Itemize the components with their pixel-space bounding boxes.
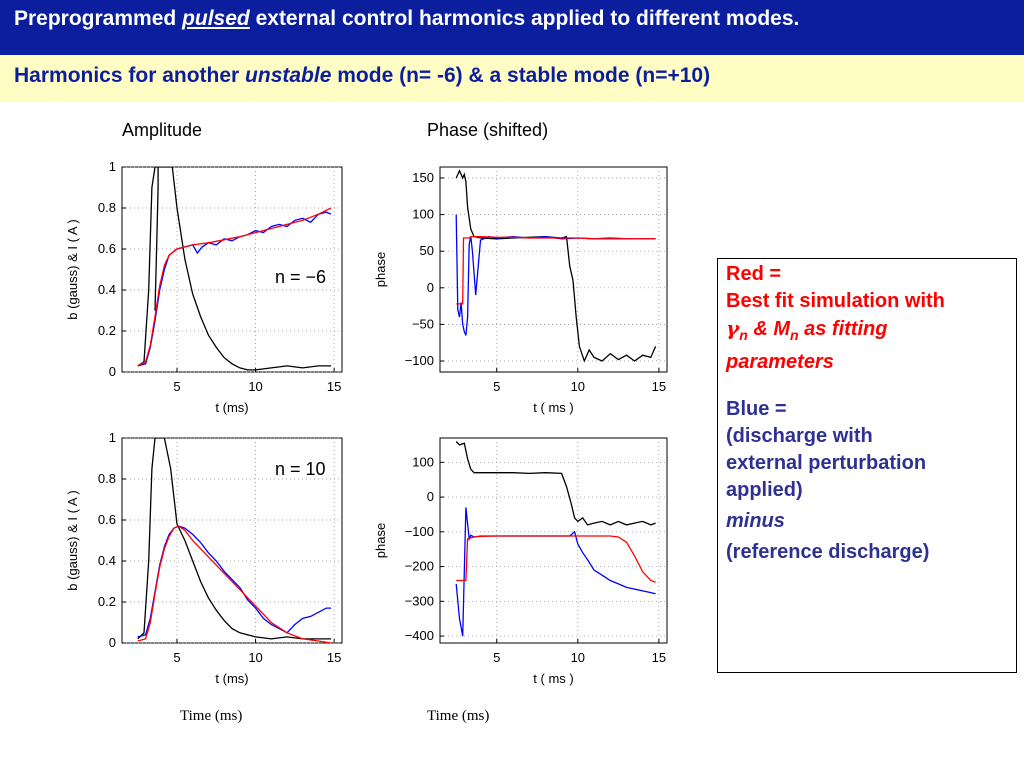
x-tick-label: 10 [248,379,262,394]
series-line-black [455,169,657,363]
legend-red-as: as fitting [798,318,888,340]
y-tick-label: −100 [405,353,434,368]
y-axis-label: phase [373,252,388,287]
series-line-black [455,441,656,526]
y-tick-label: 150 [412,170,434,185]
mode-annotation: n = −6 [275,267,326,287]
x-tick-label: 15 [327,379,341,394]
series-line-red [137,207,332,367]
x-axis-label: t (ms) [215,400,248,415]
y-tick-label: −400 [405,628,434,643]
title-bar: Preprogrammed pulsed external control ha… [0,0,1024,55]
plot-frame [121,166,343,373]
legend-blue-desc-1: (discharge with [726,425,873,447]
legend-red-m: & M [747,318,790,340]
y-tick-label: 1 [109,430,116,445]
y-tick-label: −100 [405,524,434,539]
mode-annotation: n = 10 [275,459,326,479]
y-axis-label: b (gauss) & I ( A ) [65,490,80,590]
title-prefix: Preprogrammed [14,7,183,30]
time-label-right: Time (ms) [427,708,490,724]
chart-amp_n_minus6: 5 10 15 0 0.2 0.4 0.6 0.8 1 t (ms) b (gauss) & I (… [65,159,343,415]
page-subtitle: Harmonics for another unstable mode (n= … [14,64,710,88]
series-line-black [154,167,159,311]
legend-blue-title: Blue = [726,398,787,420]
y-tick-label: 0.4 [98,282,116,297]
legend-blue-minus: minus [726,510,785,532]
y-tick-label: 0.2 [98,323,116,338]
y-tick-label: 0.8 [98,200,116,215]
y-tick-label: 100 [412,454,434,469]
subtitle-bar: Harmonics for another unstable mode (n= … [0,55,1024,102]
y-tick-label: 0 [109,635,116,650]
x-tick-label: 15 [652,650,666,665]
x-tick-label: 10 [248,650,262,665]
plot-frame [121,437,343,644]
x-axis-label: t ( ms ) [533,400,573,415]
y-tick-label: −50 [412,316,434,331]
chart-amp_n_10: 5 10 15 0 0.2 0.4 0.6 0.8 1 t (ms) b (gauss) & I (… [65,430,343,686]
legend-red-params-end: parameters [726,351,834,373]
x-tick-label: 5 [493,379,500,394]
x-axis-label: t (ms) [215,671,248,686]
legend-red-params: γn & Mn as fitting [726,315,1014,349]
time-label-left: Time (ms) [180,708,243,724]
y-tick-label: 0 [109,364,116,379]
y-tick-label: 50 [420,243,434,258]
y-axis-label: phase [373,523,388,558]
amplitude-column-label: Amplitude [122,120,203,140]
legend-blue-desc-2: external perturbation [726,452,927,474]
x-tick-label: 5 [173,650,180,665]
y-tick-label: 1 [109,159,116,174]
y-tick-label: 0.8 [98,471,116,486]
subtitle-suffix: mode (n= -6) & a stable mode (n=+10) [331,64,711,87]
y-tick-label: −300 [405,593,434,608]
x-tick-label: 10 [571,650,585,665]
title-emphasis: pulsed [182,7,250,30]
y-axis-label: b (gauss) & I ( A ) [65,219,80,319]
series-line-red [137,525,332,643]
series-line-red [456,235,656,305]
legend-box: Red = Best fit simulation with γn & Mn a… [717,258,1017,673]
y-tick-label: 0.2 [98,594,116,609]
subtitle-emphasis: unstable [245,64,332,87]
y-tick-label: 0 [427,489,434,504]
plot-frame [439,437,668,644]
chart-phase_n_10: 5 10 15 −400 −300 −200 −100 0 100 t ( ms ) phase [373,437,668,686]
y-tick-label: 0 [427,280,434,295]
subtitle-prefix: Harmonics for another [14,64,246,87]
series-line-blue [137,211,332,367]
gamma-subscript: n [739,327,748,343]
x-tick-label: 5 [173,379,180,394]
x-tick-label: 10 [571,379,585,394]
y-tick-label: 0.6 [98,512,116,527]
legend-blue-desc-3: applied) [726,479,803,501]
series-line-black [137,167,331,371]
legend-red-title: Red = [726,263,782,285]
series-line-black [137,438,331,640]
x-tick-label: 5 [493,650,500,665]
title-suffix: external control harmonics applied to di… [249,7,800,30]
x-tick-label: 15 [327,650,341,665]
y-tick-label: 0.6 [98,241,116,256]
phase-column-label: Phase (shifted) [427,120,549,140]
page-title: Preprogrammed pulsed external control ha… [14,7,799,31]
m-subscript: n [789,327,799,343]
legend-spacer [726,376,1014,396]
y-tick-label: 100 [412,207,434,222]
series-line-red [456,535,656,583]
legend-content: Red = Best fit simulation with γn & Mn a… [726,261,1014,566]
y-tick-label: −200 [405,559,434,574]
gamma-symbol: γ [726,316,740,340]
y-tick-label: 0.4 [98,553,116,568]
legend-red-desc: Best fit simulation with [726,290,945,312]
x-tick-label: 15 [652,379,666,394]
chart-phase_n_minus6: 5 10 15 −100 −50 0 50 100 150 t ( ms ) phase [373,166,668,415]
x-axis-label: t ( ms ) [533,671,573,686]
legend-blue-reference: (reference discharge) [726,541,930,563]
